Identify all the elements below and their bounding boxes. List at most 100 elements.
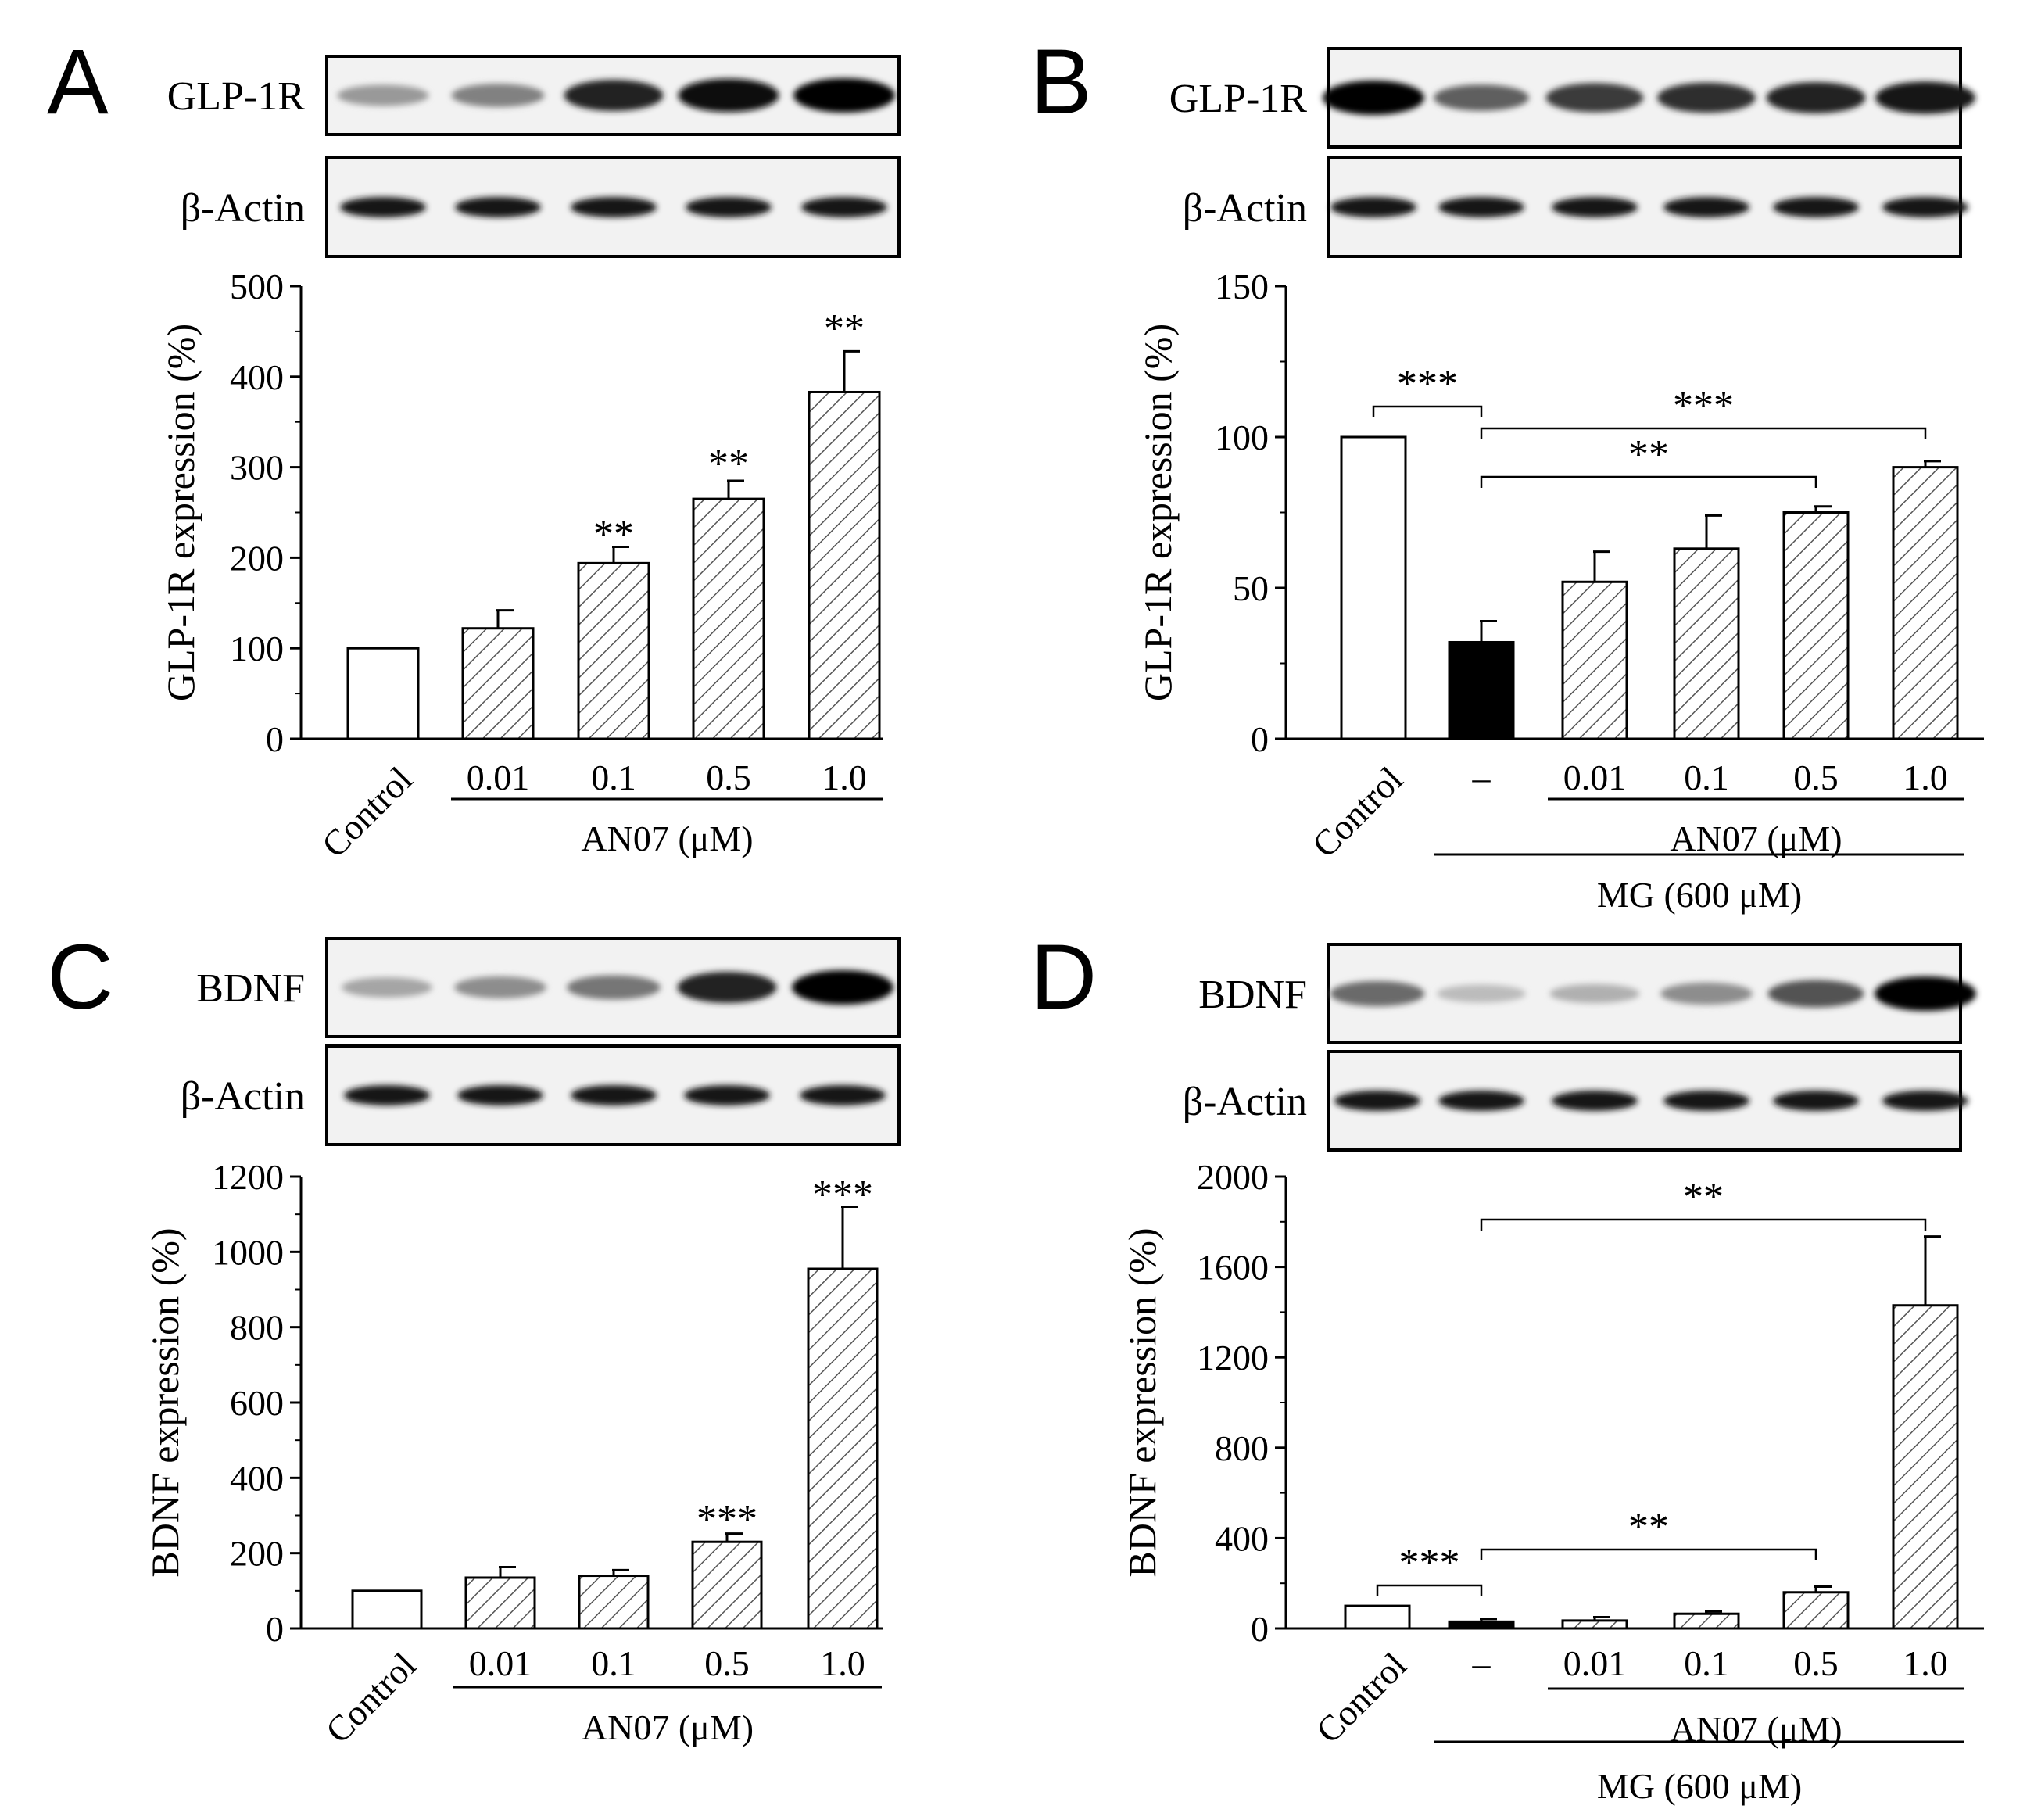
blot-target: BDNF (196, 937, 901, 1038)
bar (1561, 580, 1628, 740)
bar (1892, 1304, 1959, 1630)
bar (1340, 435, 1407, 740)
blot-band (342, 977, 432, 998)
blot-label: β-Actin (181, 186, 305, 231)
category-label: Control (314, 759, 420, 865)
category-label: 0.01 (1563, 1643, 1627, 1683)
y-tick-label: 800 (1215, 1428, 1269, 1468)
blot-target: GLP-1R (167, 55, 901, 136)
y-tick-label: 1200 (212, 1157, 284, 1197)
blot-band (1773, 1091, 1859, 1111)
bars (1340, 435, 1959, 740)
blot-band (1875, 976, 1976, 1011)
y-tick-label: 1000 (212, 1232, 284, 1272)
y-axis: 0 50 100 150 (1215, 267, 1287, 759)
blot-band (571, 1085, 657, 1105)
y-tick-label: 500 (230, 267, 284, 306)
significance-label: *** (812, 1173, 873, 1217)
blot-band (1663, 197, 1749, 217)
bar (1561, 1619, 1628, 1630)
y-tick-label: 100 (1215, 417, 1269, 457)
blot-band (571, 197, 657, 217)
blot-band (344, 1085, 430, 1105)
significance-label: ** (1628, 432, 1669, 477)
blot-band (1552, 197, 1638, 217)
category-label: – (1472, 758, 1491, 797)
blot-band (792, 970, 893, 1005)
bar (1892, 466, 1959, 740)
blot-band (800, 1085, 886, 1105)
blot-actin: β-Actin (1183, 156, 1968, 258)
category-label: 0.1 (591, 1643, 636, 1683)
blot-frame (1327, 156, 1962, 258)
bar (692, 497, 765, 740)
y-axis-label: BDNF expression (%) (143, 1227, 187, 1577)
significance-label: *** (1397, 362, 1458, 407)
y-axis-label: BDNF expression (%) (1120, 1227, 1164, 1577)
y-axis: 0 400 800 1200 1600 2000 (1197, 1157, 1287, 1649)
blot-band (454, 976, 546, 999)
blot-band (1549, 983, 1640, 1004)
significance-bracket (1480, 475, 1817, 488)
blot-band (455, 197, 541, 217)
y-tick-label: 400 (230, 357, 284, 397)
significance-label: ** (708, 442, 749, 486)
bars (351, 1206, 879, 1630)
bar (464, 1576, 536, 1630)
bar (1782, 511, 1850, 740)
category-label: Control (318, 1645, 424, 1750)
group-label: MG (600 μM) (1597, 875, 1802, 915)
category-label: 0.5 (1793, 758, 1839, 797)
blot-band (1330, 197, 1416, 217)
significance-label: *** (1673, 384, 1734, 428)
category-label: 0.01 (1563, 758, 1627, 797)
y-tick-label: 600 (230, 1383, 284, 1423)
y-tick-label: 0 (266, 1609, 284, 1649)
bars (346, 349, 881, 740)
y-tick-label: 200 (230, 1534, 284, 1574)
bar (1673, 547, 1740, 740)
blot-band (1330, 980, 1425, 1007)
y-tick-label: 800 (230, 1308, 284, 1348)
blot-label: GLP-1R (1169, 77, 1308, 121)
category-label: 1.0 (1903, 1643, 1948, 1683)
bar (351, 1589, 423, 1630)
bar (461, 627, 535, 740)
blot-band (451, 84, 545, 107)
category-label: 0.01 (467, 758, 530, 797)
y-tick-label: 150 (1215, 267, 1269, 306)
panel-c: C BDNF β-Actin 0 200 400 600 800 1000 1200 BDNF ex… (47, 926, 901, 1750)
blot-band (1875, 81, 1975, 114)
blot-band (1323, 81, 1424, 115)
significance-bracket (1480, 427, 1927, 439)
category-label: – (1472, 1643, 1491, 1683)
significance-bracket (1480, 1548, 1817, 1560)
group-label: AN07 (μM) (582, 1707, 754, 1747)
blot-label: β-Actin (1183, 186, 1307, 231)
blot-band (1438, 197, 1524, 217)
significance-label: ** (1628, 1505, 1669, 1550)
category-label: 1.0 (820, 1643, 865, 1683)
y-tick-label: 400 (230, 1458, 284, 1498)
blot-band (1437, 984, 1526, 1003)
blot-label: GLP-1R (167, 74, 306, 119)
significance-label: ** (1683, 1175, 1724, 1220)
blot-label: BDNF (196, 966, 305, 1011)
bar (808, 390, 881, 740)
blot-band (793, 78, 895, 113)
y-tick-label: 400 (1215, 1518, 1269, 1558)
category-label: 1.0 (1903, 758, 1948, 797)
y-tick-label: 1200 (1197, 1338, 1269, 1378)
y-tick-label: 0 (1251, 719, 1269, 759)
y-tick-label: 1600 (1197, 1248, 1269, 1288)
blot-band (1434, 84, 1529, 111)
blot-band (1552, 1091, 1638, 1111)
blot-band (567, 975, 661, 1000)
category-label: 1.0 (822, 758, 867, 797)
blot-frame (1327, 1050, 1962, 1152)
bar (1782, 1591, 1850, 1630)
blot-actin: β-Actin (1183, 1050, 1968, 1152)
blot-target: GLP-1R (1169, 47, 1975, 149)
bar (578, 1575, 650, 1630)
significance-label: *** (697, 1497, 757, 1542)
